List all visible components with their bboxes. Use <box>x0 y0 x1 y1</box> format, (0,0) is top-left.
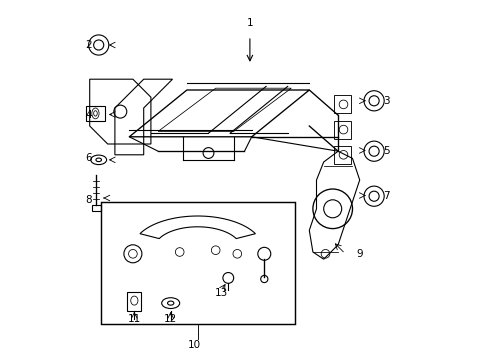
Bar <box>334 146 350 164</box>
Text: 2: 2 <box>85 40 92 50</box>
Text: 4: 4 <box>85 110 92 120</box>
Text: 3: 3 <box>383 96 389 106</box>
Text: 1: 1 <box>246 18 253 28</box>
Text: 11: 11 <box>128 314 141 324</box>
Text: 12: 12 <box>164 314 177 324</box>
Text: 7: 7 <box>383 191 389 201</box>
Bar <box>86 106 104 121</box>
Text: 10: 10 <box>187 340 200 350</box>
Text: 13: 13 <box>214 288 227 298</box>
Bar <box>92 205 101 211</box>
Text: 9: 9 <box>356 249 362 259</box>
Text: 6: 6 <box>85 153 92 163</box>
Bar <box>334 121 350 139</box>
Bar <box>101 202 294 324</box>
Text: 5: 5 <box>383 146 389 156</box>
Bar <box>127 292 141 311</box>
Bar <box>334 95 350 113</box>
Text: 8: 8 <box>85 195 92 205</box>
